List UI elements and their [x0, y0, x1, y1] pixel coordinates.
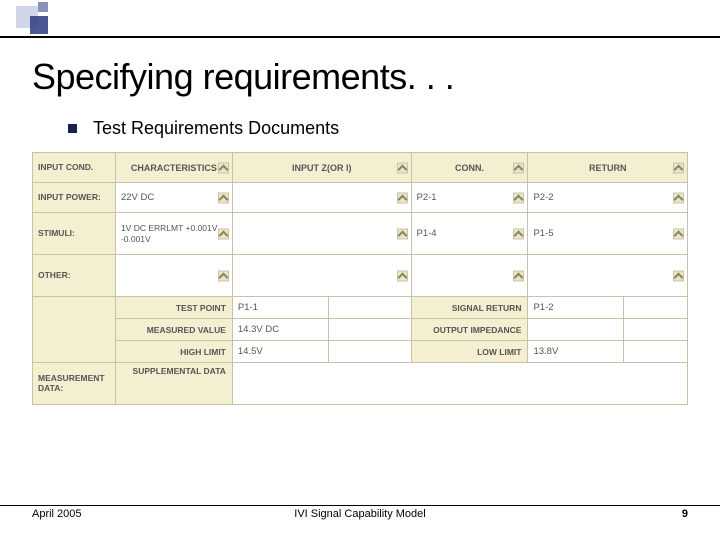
- cell-stim-char-text: 1V DC ERRLMT +0.001V -0.001V: [121, 223, 217, 244]
- bullet-item: Test Requirements Documents: [68, 118, 339, 139]
- header-return[interactable]: RETURN: [528, 153, 688, 183]
- title-rule: [0, 36, 720, 38]
- cell-power-z[interactable]: [232, 183, 411, 213]
- cell-power-char-text: 22V DC: [121, 192, 154, 203]
- chevron-up-icon: [673, 162, 684, 173]
- cell-power-char[interactable]: 22V DC: [115, 183, 232, 213]
- chevron-up-icon: [673, 228, 684, 239]
- footer-title: IVI Signal Capability Model: [0, 508, 720, 520]
- accent-square-mid: [30, 16, 48, 34]
- chevron-up-icon: [218, 270, 229, 281]
- spacer: [328, 297, 411, 319]
- chevron-up-icon: [397, 192, 408, 203]
- cell-signal-return[interactable]: P1-2: [528, 297, 624, 319]
- cell-other-return[interactable]: [528, 255, 688, 297]
- cell-stim-conn-text: P1-4: [417, 228, 437, 239]
- chevron-up-icon: [673, 270, 684, 281]
- header-conn[interactable]: CONN.: [411, 153, 528, 183]
- chevron-up-icon: [513, 162, 524, 173]
- cell-stim-char[interactable]: 1V DC ERRLMT +0.001V -0.001V: [115, 213, 232, 255]
- spacer: [624, 341, 688, 363]
- footer-page-number: 9: [682, 508, 688, 520]
- header-return-text: RETURN: [589, 163, 627, 173]
- row-label-blank: [33, 297, 116, 363]
- cell-mv-text: 14.3V DC: [238, 324, 279, 335]
- slide-footer: April 2005 IVI Signal Capability Model 9: [0, 504, 720, 524]
- row-label-other: OTHER:: [33, 255, 116, 297]
- cell-test-point[interactable]: P1-1: [232, 297, 328, 319]
- label-output-impedance: OUTPUT IMPEDANCE: [411, 319, 528, 341]
- cell-sigret-text: P1-2: [533, 302, 553, 313]
- cell-stim-return[interactable]: P1-5: [528, 213, 688, 255]
- chevron-up-icon: [218, 228, 229, 239]
- bullet-icon: [68, 124, 77, 133]
- spacer: [328, 341, 411, 363]
- label-low-limit: LOW LIMIT: [411, 341, 528, 363]
- cell-hl-text: 14.5V: [238, 346, 263, 357]
- label-test-point: TEST POINT: [115, 297, 232, 319]
- label-measured-value: MEASURED VALUE: [115, 319, 232, 341]
- chevron-up-icon: [513, 270, 524, 281]
- cell-high-limit[interactable]: 14.5V: [232, 341, 328, 363]
- cell-power-conn[interactable]: P2-1: [411, 183, 528, 213]
- slide-accent: [0, 0, 720, 36]
- cell-power-conn-text: P2-1: [417, 192, 437, 203]
- header-characteristics[interactable]: CHARACTERISTICS: [115, 153, 232, 183]
- label-signal-return: SIGNAL RETURN: [411, 297, 528, 319]
- cell-other-conn[interactable]: [411, 255, 528, 297]
- cell-stim-z[interactable]: [232, 213, 411, 255]
- spacer: [328, 319, 411, 341]
- label-high-limit: HIGH LIMIT: [115, 341, 232, 363]
- cell-power-return-text: P2-2: [533, 192, 553, 203]
- bullet-text: Test Requirements Documents: [93, 118, 339, 139]
- cell-output-impedance[interactable]: [528, 319, 624, 341]
- chevron-up-icon: [218, 162, 229, 173]
- spacer: [624, 297, 688, 319]
- cell-stim-conn[interactable]: P1-4: [411, 213, 528, 255]
- cell-supplemental[interactable]: [232, 363, 687, 405]
- label-supplemental: SUPPLEMENTAL DATA: [115, 363, 232, 405]
- chevron-up-icon: [218, 192, 229, 203]
- row-label-stimuli: STIMULI:: [33, 213, 116, 255]
- header-inputz-text: INPUT Z(OR I): [292, 163, 352, 173]
- header-conn-text: CONN.: [455, 163, 484, 173]
- row-label-meas-data: MEASUREMENT DATA:: [33, 363, 116, 405]
- slide-title: Specifying requirements. . .: [32, 56, 454, 98]
- spacer: [624, 319, 688, 341]
- cell-tp-text: P1-1: [238, 302, 258, 313]
- cell-stim-return-text: P1-5: [533, 228, 553, 239]
- row-label-input-cond: INPUT COND.: [33, 153, 116, 183]
- chevron-up-icon: [513, 228, 524, 239]
- cell-low-limit[interactable]: 13.8V: [528, 341, 624, 363]
- chevron-up-icon: [673, 192, 684, 203]
- chevron-up-icon: [397, 162, 408, 173]
- cell-other-char[interactable]: [115, 255, 232, 297]
- cell-power-return[interactable]: P2-2: [528, 183, 688, 213]
- chevron-up-icon: [397, 228, 408, 239]
- row-label-input-power: INPUT POWER:: [33, 183, 116, 213]
- cell-measured-value[interactable]: 14.3V DC: [232, 319, 328, 341]
- cell-ll-text: 13.8V: [533, 346, 558, 357]
- header-char-text: CHARACTERISTICS: [131, 163, 217, 173]
- chevron-up-icon: [397, 270, 408, 281]
- requirements-table: INPUT COND. CHARACTERISTICS INPUT Z(OR I…: [32, 152, 688, 405]
- chevron-up-icon: [513, 192, 524, 203]
- header-input-z[interactable]: INPUT Z(OR I): [232, 153, 411, 183]
- cell-other-z[interactable]: [232, 255, 411, 297]
- accent-square-gray: [38, 2, 48, 12]
